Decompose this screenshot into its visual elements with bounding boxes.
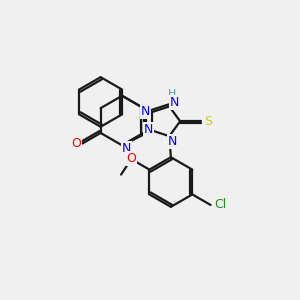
Text: N: N bbox=[122, 142, 131, 155]
Text: N: N bbox=[170, 96, 179, 109]
Text: S: S bbox=[204, 115, 212, 128]
Text: O: O bbox=[71, 137, 81, 150]
Text: N: N bbox=[168, 135, 177, 148]
Text: N: N bbox=[143, 123, 153, 136]
Text: Cl: Cl bbox=[214, 199, 227, 212]
Text: H: H bbox=[168, 89, 177, 99]
Text: O: O bbox=[127, 152, 136, 165]
Text: N: N bbox=[141, 105, 150, 118]
